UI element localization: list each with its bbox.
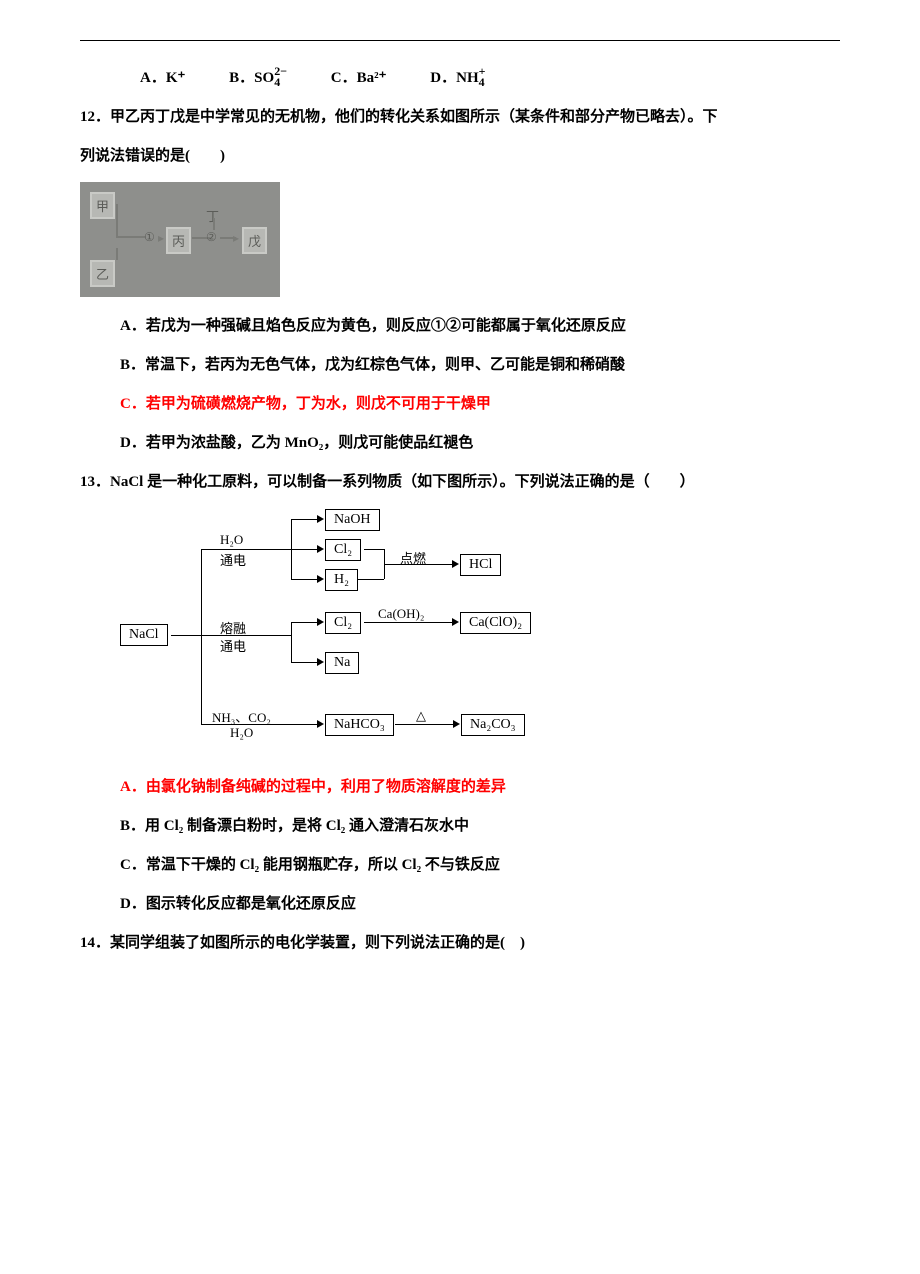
- b2-to-prod: [364, 622, 454, 623]
- page: A．K⁺ B．SO2−4 C．Ba²⁺ D．NH+4 12．甲乙丙丁戊是中学常见…: [0, 0, 920, 1023]
- q11-opt-C: C．Ba²⁺: [331, 59, 387, 98]
- b1-o2-arr: [317, 545, 324, 553]
- b2-rxn: Ca(OH)₂: [378, 606, 424, 622]
- trunk-v: [201, 549, 202, 724]
- node-wu: 戊: [242, 227, 267, 254]
- b1-out3: H₂: [325, 569, 358, 591]
- b1-c2-h: [358, 579, 384, 580]
- b1-o3-arr: [317, 575, 324, 583]
- q13-stem: 13．NaCl 是一种化工原料，可以制备一系列物质（如下图所示）。下列说法正确的…: [80, 463, 840, 502]
- q12-scheme: 甲 乙 丙 丁 戊 ① ▸ ② ▸: [80, 182, 280, 297]
- b2-prod: Ca(ClO)₂: [460, 612, 531, 634]
- q12-opt-C: C．若甲为硫磺燃烧产物，丁为水，则戊不可用于干燥甲: [80, 385, 840, 424]
- node-yi: 乙: [90, 260, 115, 287]
- q11-opt-D-supsub: +4: [479, 66, 486, 88]
- b3-prod: Na₂CO₃: [461, 714, 525, 736]
- b3-rxn: △: [416, 708, 426, 724]
- q12-opt-B: B．常温下，若丙为无色气体，戊为红棕色气体，则甲、乙可能是铜和稀硝酸: [80, 346, 840, 385]
- b1-o3-h: [291, 579, 319, 580]
- b1-hcl-arr: [452, 560, 459, 568]
- b2-o2-h: [291, 662, 319, 663]
- q11-opt-B-prefix: B．SO: [229, 70, 274, 86]
- q11-opt-B-sub: 4: [274, 77, 287, 88]
- arrow-to-wu: ▸: [233, 231, 239, 246]
- q13-flow: NaCl H₂O 通电 NaOH Cl₂ H₂ 点燃 HCl 熔融 通电: [120, 514, 640, 754]
- q12-opt-D: D．若甲为浓盐酸，乙为 MnO₂，则戊可能使品红褪色: [80, 424, 840, 463]
- line-jia-v: [116, 204, 118, 236]
- b1-o1-arr: [317, 515, 324, 523]
- b2-prod-arr: [452, 618, 459, 626]
- step-1: ①: [144, 230, 155, 245]
- line-merge-h: [116, 236, 146, 238]
- b2-o1-h: [291, 622, 319, 623]
- b1-out1: NaOH: [325, 509, 380, 531]
- q12-opt-A: A．若戊为一种强碱且焰色反应为黄色，则反应①②可能都属于氧化还原反应: [80, 307, 840, 346]
- node-jia: 甲: [90, 192, 115, 219]
- top-rule: [80, 40, 840, 41]
- q12-stem-line1: 12．甲乙丙丁戊是中学常见的无机物，他们的转化关系如图所示（某条件和部分产物已略…: [80, 98, 840, 137]
- b3-to-prod: [395, 724, 455, 725]
- q12-stem-line2: 列说法错误的是( ): [80, 137, 840, 176]
- b1-c1-h: [364, 549, 384, 550]
- line-ding-v: [213, 218, 215, 230]
- q11-opt-D-sub: 4: [479, 77, 486, 88]
- flow-root: NaCl: [120, 624, 168, 646]
- q11-opt-A: A．K⁺: [140, 59, 185, 98]
- b2-cond1: 熔融: [220, 618, 246, 637]
- b2-o1-arr: [317, 618, 324, 626]
- q11-opt-B: B．SO2−4: [229, 59, 287, 98]
- b1-o1-h: [291, 519, 319, 520]
- b1-cond2: 通电: [220, 550, 246, 569]
- b1-cond1: H₂O: [220, 532, 243, 548]
- b2-split-v: [291, 622, 292, 662]
- b1-o2-h: [291, 549, 319, 550]
- b1-out2: Cl₂: [325, 539, 361, 561]
- b3-mid: NaHCO₃: [325, 714, 394, 736]
- q11-opt-D-prefix: D．NH: [430, 70, 478, 86]
- node-bing: 丙: [166, 227, 191, 254]
- b3-prod-arr: [453, 720, 460, 728]
- q14-stem: 14．某同学组装了如图所示的电化学装置，则下列说法正确的是( ): [80, 924, 840, 963]
- q11-options-row: A．K⁺ B．SO2−4 C．Ba²⁺ D．NH+4: [80, 59, 840, 98]
- q13-opt-A: A．由氯化钠制备纯碱的过程中，利用了物质溶解度的差异: [80, 768, 840, 807]
- line-yi-v: [116, 248, 118, 260]
- q13-opt-D: D．图示转化反应都是氧化还原反应: [80, 885, 840, 924]
- b3-cond2: H₂O: [230, 725, 253, 741]
- trunk-h: [171, 635, 201, 636]
- b2-out2: Na: [325, 652, 359, 674]
- q13-opt-B: B．用 Cl₂ 制备漂白粉时，是将 Cl₂ 通入澄清石灰水中: [80, 807, 840, 846]
- b2-o2-arr: [317, 658, 324, 666]
- b2-out1: Cl₂: [325, 612, 361, 634]
- arrow-to-bing: ▸: [158, 231, 164, 246]
- q11-opt-D: D．NH+4: [430, 59, 485, 98]
- q13-opt-C: C．常温下干燥的 Cl₂ 能用钢瓶贮存，所以 Cl₂ 不与铁反应: [80, 846, 840, 885]
- q11-opt-B-supsub: 2−4: [274, 66, 287, 88]
- b2-cond2: 通电: [220, 636, 246, 655]
- step-2: ②: [206, 230, 217, 245]
- b3-mid-arr: [317, 720, 324, 728]
- b1-prod: HCl: [460, 554, 501, 576]
- b1-rxn: 点燃: [400, 548, 426, 567]
